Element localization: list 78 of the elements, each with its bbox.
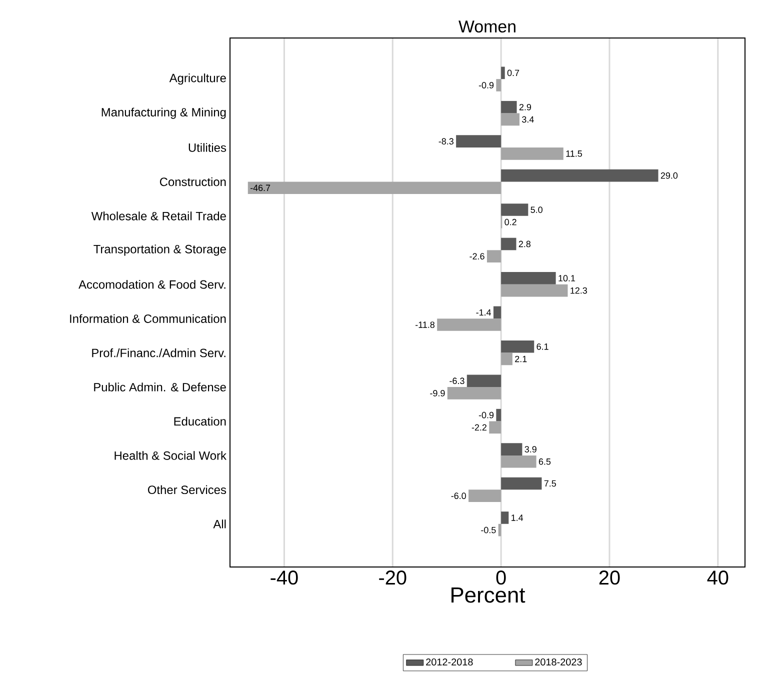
y-tick-label: All: [213, 520, 226, 528]
y-tick-label: Prof./Financ./Admin Serv.: [92, 348, 226, 358]
data-label: -1.4: [476, 309, 491, 316]
bar: [493, 306, 502, 319]
bar: [501, 238, 516, 250]
bar: [489, 421, 502, 434]
legend-label: 2018-2023: [535, 658, 582, 666]
chart-title: Women: [458, 20, 516, 33]
x-tick-label: 20: [599, 570, 620, 585]
x-axis-title: Percent: [452, 587, 526, 603]
data-label: -46.7: [250, 184, 270, 192]
data-label: 1.4: [512, 514, 524, 521]
y-tick-label: Health & Social Work: [114, 451, 226, 460]
x-tick-label: -20: [379, 570, 406, 585]
bar: [456, 135, 502, 148]
y-tick-label: Information & Communication: [70, 314, 226, 323]
data-label: 5.0: [530, 206, 542, 213]
data-label: 3.9: [524, 446, 536, 452]
bar: [498, 524, 502, 536]
y-tick-label: Transportation & Storage: [94, 244, 226, 256]
data-label: -8.3: [438, 138, 454, 145]
bar: [501, 66, 505, 80]
y-tick-label: Accomodation & Food Serv.: [78, 280, 226, 289]
data-label: -11.8: [416, 322, 434, 328]
data-label: 2.9: [519, 104, 532, 110]
data-label: 6.5: [538, 458, 551, 465]
data-label: 6.1: [536, 343, 548, 350]
bar: [496, 79, 502, 92]
bar: [501, 272, 556, 284]
bar: [501, 443, 522, 456]
legend-label: 2012-2018: [426, 658, 473, 666]
bar: [501, 204, 528, 216]
data-label: -0.9: [478, 412, 494, 418]
bar: [501, 455, 536, 468]
data-label: 0.7: [507, 70, 520, 76]
bar: [466, 374, 502, 388]
y-tick-label: Agriculture: [169, 73, 226, 85]
bar: [501, 340, 534, 353]
y-tick-label: Construction: [160, 177, 226, 186]
data-label: -0.5: [481, 526, 496, 534]
bar: [468, 490, 502, 502]
data-label: 10.1: [558, 275, 576, 282]
y-tick-label: Education: [174, 416, 226, 426]
y-tick-label: Other Services: [148, 485, 226, 494]
data-label: -0.9: [478, 82, 494, 88]
x-tick-label: -40: [270, 570, 298, 585]
y-tick-label: Public Admin. & Defense: [94, 382, 226, 392]
bar: [248, 182, 502, 194]
bar: [501, 113, 520, 126]
data-label: 12.3: [570, 287, 587, 294]
bar: [501, 100, 517, 114]
data-label: -2.2: [472, 424, 486, 431]
x-tick-label: 40: [707, 570, 728, 585]
bar: [501, 169, 658, 182]
bar: [486, 250, 502, 262]
y-tick-label: Utilities: [188, 143, 226, 152]
bar: [496, 408, 502, 422]
data-label: 3.4: [522, 116, 534, 123]
data-label: 29.0: [660, 172, 678, 179]
bar: [501, 477, 542, 490]
data-label: 11.5: [566, 150, 582, 157]
data-label: -6.3: [450, 378, 464, 384]
bar: [501, 147, 564, 160]
bar: [437, 318, 502, 331]
y-tick-label: Wholesale & Retail Trade: [91, 212, 226, 220]
data-label: 7.5: [544, 480, 556, 487]
data-label: -6.0: [451, 492, 466, 500]
x-tick-label: 0: [496, 570, 506, 585]
data-label: 0.2: [504, 218, 516, 226]
y-tick-label: Manufacturing & Mining: [102, 108, 226, 119]
data-label: -2.6: [470, 253, 484, 260]
bar: [501, 352, 512, 366]
bar: [501, 284, 568, 297]
bar: [447, 387, 502, 400]
data-label: 2.8: [518, 240, 530, 248]
data-label: 2.1: [515, 356, 527, 362]
bar: [501, 512, 509, 524]
data-label: -9.9: [430, 390, 445, 396]
